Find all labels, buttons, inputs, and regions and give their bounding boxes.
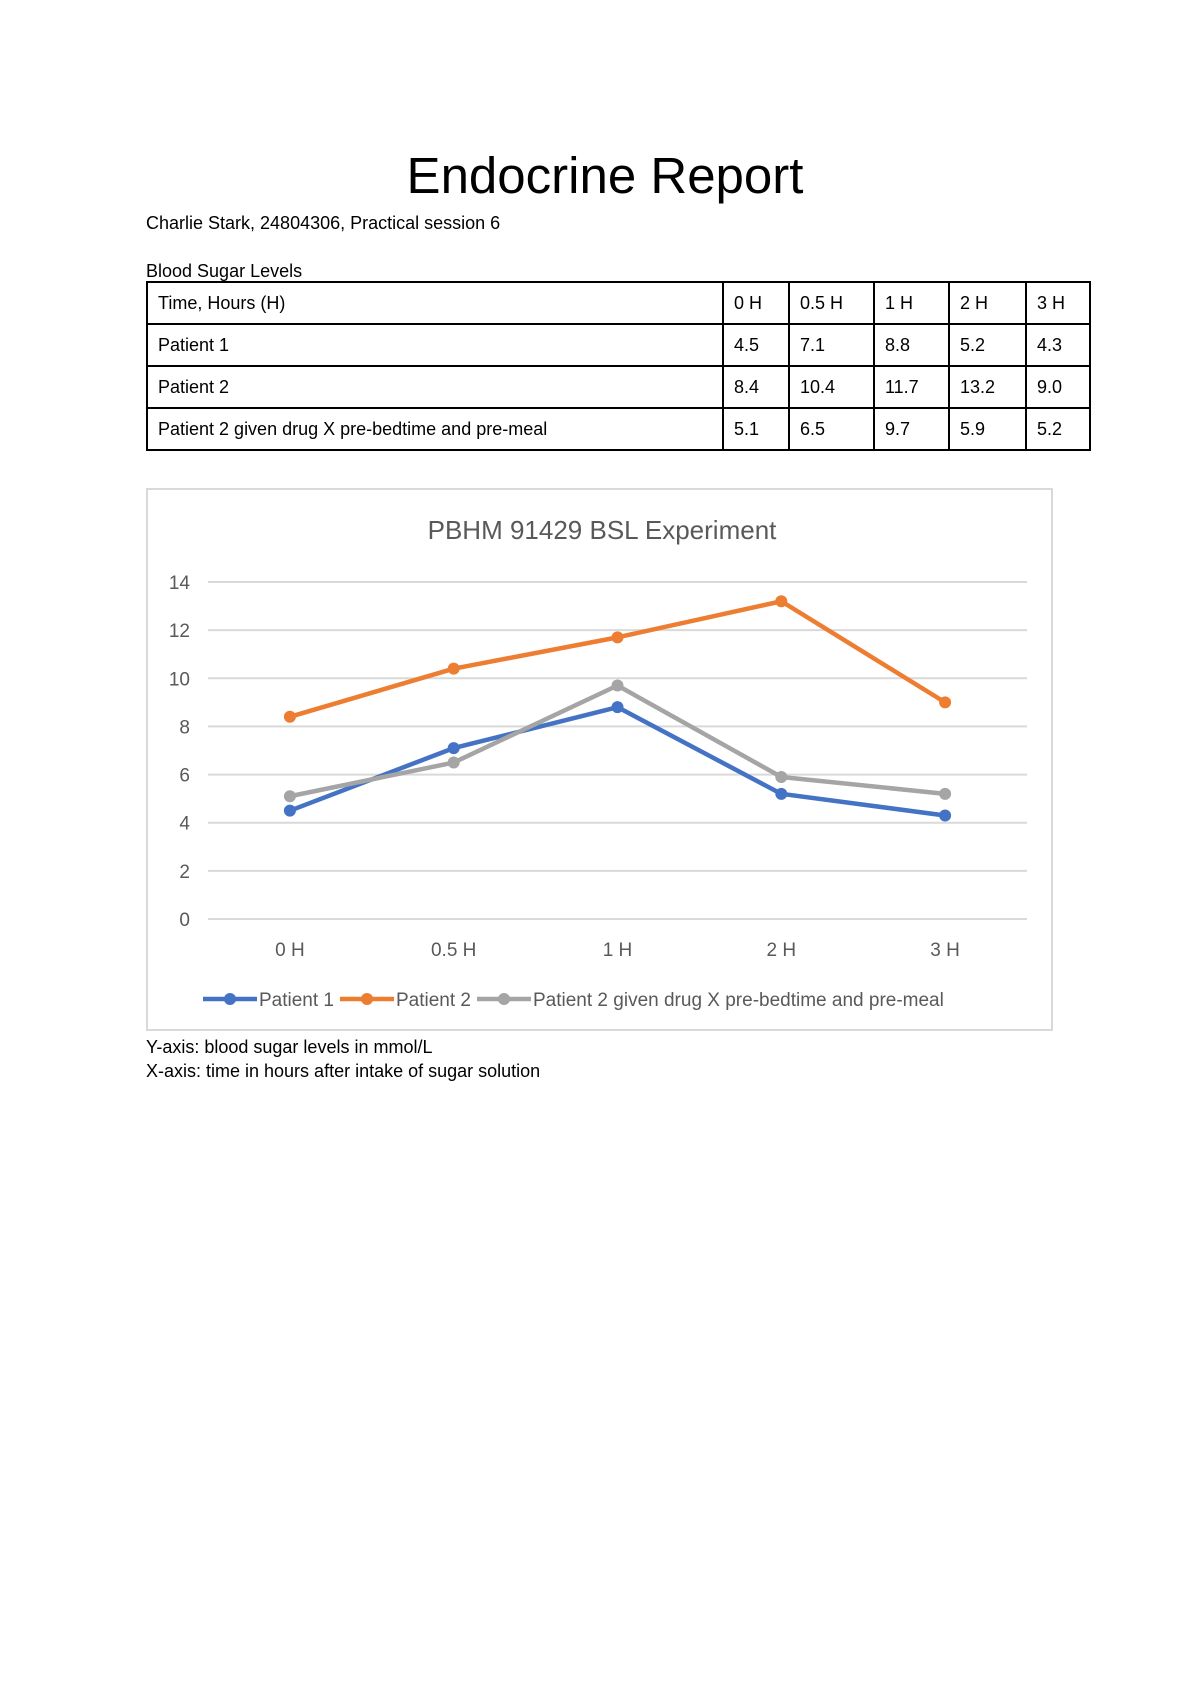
legend-item: Patient 2 given drug X pre-bedtime and p… bbox=[477, 990, 944, 1011]
series-line bbox=[283, 595, 952, 723]
table-row: Patient 2 8.4 10.4 11.7 13.2 9.0 bbox=[146, 365, 1091, 409]
table-row: Patient 1 4.5 7.1 8.8 5.2 4.3 bbox=[146, 323, 1091, 367]
header-cell: 3 H bbox=[1025, 281, 1091, 325]
series-line bbox=[283, 701, 952, 822]
y-tick-label: 2 bbox=[179, 862, 190, 883]
data-point-marker bbox=[611, 631, 624, 644]
legend-item: Patient 2 bbox=[340, 990, 471, 1011]
header-cell: 0.5 H bbox=[788, 281, 875, 325]
y-tick-label: 4 bbox=[179, 814, 190, 835]
y-tick-label: 10 bbox=[169, 669, 190, 690]
page-title: Endocrine Report bbox=[406, 147, 804, 204]
cell: 5.2 bbox=[1025, 407, 1091, 451]
data-point-marker bbox=[611, 701, 624, 714]
row-label: Patient 2 bbox=[146, 365, 724, 409]
x-tick-label: 0.5 H bbox=[431, 940, 476, 961]
cell: 4.3 bbox=[1025, 323, 1091, 367]
header-cell: 0 H bbox=[722, 281, 790, 325]
chart-canvas: PBHM 91429 BSL Experiment 0 2 4 6 8 10 12 14 0 … bbox=[169, 515, 1027, 1011]
chart-title: PBHM 91429 BSL Experiment bbox=[428, 515, 778, 545]
cell: 9.7 bbox=[873, 407, 950, 451]
cell: 5.9 bbox=[948, 407, 1027, 451]
legend-label: Patient 2 bbox=[396, 990, 471, 1011]
data-point-marker bbox=[939, 696, 952, 709]
line-chart: PBHM 91429 BSL Experiment 0 2 4 6 8 10 12 14 0 … bbox=[146, 488, 1053, 1031]
data-point-marker bbox=[283, 804, 296, 817]
series-path bbox=[287, 704, 948, 818]
cell: 13.2 bbox=[948, 365, 1027, 409]
chart-legend: Patient 1 Patient 2 Patient 2 given drug X… bbox=[203, 990, 944, 1011]
row-label: Patient 1 bbox=[146, 323, 724, 367]
cell: 6.5 bbox=[788, 407, 875, 451]
data-point-marker bbox=[447, 662, 460, 675]
y-tick-label: 6 bbox=[179, 766, 190, 787]
data-point-marker bbox=[775, 770, 788, 783]
data-point-marker bbox=[283, 790, 296, 803]
header-cell: 2 H bbox=[948, 281, 1027, 325]
y-tick-label: 0 bbox=[179, 910, 190, 931]
cell: 4.5 bbox=[722, 323, 790, 367]
table-row: Patient 2 given drug X pre-bedtime and p… bbox=[146, 407, 1091, 451]
table-caption: Blood Sugar Levels bbox=[146, 261, 303, 281]
legend-marker-icon bbox=[498, 993, 510, 1005]
data-point-marker bbox=[939, 809, 952, 822]
data-point-marker bbox=[611, 679, 624, 692]
legend-marker-icon bbox=[361, 993, 373, 1005]
y-axis-ticks: 0 2 4 6 8 10 12 14 bbox=[169, 573, 191, 931]
header-cell: 1 H bbox=[873, 281, 950, 325]
y-tick-label: 12 bbox=[169, 621, 190, 642]
series-path bbox=[287, 599, 948, 720]
author-line: Charlie Stark, 24804306, Practical sessi… bbox=[146, 213, 501, 233]
legend-marker-icon bbox=[224, 993, 236, 1005]
cell: 7.1 bbox=[788, 323, 875, 367]
cell: 9.0 bbox=[1025, 365, 1091, 409]
cell: 11.7 bbox=[873, 365, 950, 409]
row-label: Patient 2 given drug X pre-bedtime and p… bbox=[146, 407, 724, 451]
x-tick-label: 2 H bbox=[767, 940, 797, 961]
cell: 8.8 bbox=[873, 323, 950, 367]
x-tick-label: 1 H bbox=[603, 940, 633, 961]
x-tick-label: 3 H bbox=[930, 940, 960, 961]
data-point-marker bbox=[447, 742, 460, 755]
header-cell: Time, Hours (H) bbox=[146, 281, 724, 325]
x-axis-ticks: 0 H 0.5 H 1 H 2 H 3 H bbox=[275, 940, 960, 961]
data-point-marker bbox=[283, 710, 296, 723]
table-header-row: Time, Hours (H) 0 H 0.5 H 1 H 2 H 3 H bbox=[146, 281, 1091, 325]
data-point-marker bbox=[775, 595, 788, 608]
y-tick-label: 14 bbox=[169, 573, 191, 594]
legend-item: Patient 1 bbox=[203, 990, 334, 1011]
cell: 5.1 bbox=[722, 407, 790, 451]
data-point-marker bbox=[775, 787, 788, 800]
legend-label: Patient 2 given drug X pre-bedtime and p… bbox=[533, 990, 944, 1011]
blood-sugar-table: Time, Hours (H) 0 H 0.5 H 1 H 2 H 3 H Pa… bbox=[146, 281, 1091, 451]
cell: 8.4 bbox=[722, 365, 790, 409]
cell: 5.2 bbox=[948, 323, 1027, 367]
series-line bbox=[283, 679, 952, 803]
cell: 10.4 bbox=[788, 365, 875, 409]
data-point-marker bbox=[939, 787, 952, 800]
y-tick-label: 8 bbox=[179, 717, 190, 738]
x-tick-label: 0 H bbox=[275, 940, 305, 961]
data-point-marker bbox=[447, 756, 460, 769]
x-axis-caption: X-axis: time in hours after intake of su… bbox=[146, 1061, 541, 1081]
chart-series bbox=[283, 595, 952, 822]
legend-label: Patient 1 bbox=[259, 990, 334, 1011]
chart-gridlines bbox=[208, 581, 1027, 920]
y-axis-caption: Y-axis: blood sugar levels in mmol/L bbox=[146, 1037, 433, 1057]
